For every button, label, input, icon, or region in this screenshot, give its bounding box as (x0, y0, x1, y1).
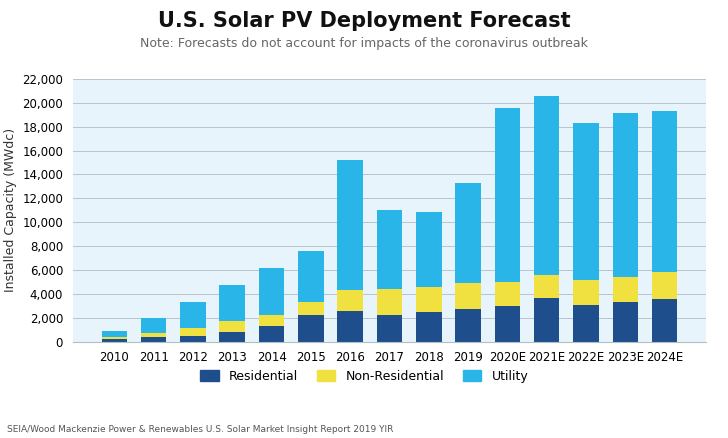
Bar (573, 279, 598, 304)
Bar (534, 96, 559, 276)
Bar (573, 304, 598, 342)
Bar (376, 315, 403, 342)
Text: Note: Forecasts do not account for impacts of the coronavirus outbreak: Note: Forecasts do not account for impac… (140, 37, 588, 50)
Bar (652, 111, 677, 272)
Bar (298, 302, 324, 315)
Bar (573, 123, 598, 279)
Bar (612, 113, 638, 277)
Y-axis label: Installed Capacity (MWdc): Installed Capacity (MWdc) (4, 128, 17, 292)
Bar (258, 268, 285, 315)
Bar (416, 312, 442, 342)
Bar (298, 315, 324, 342)
Bar (141, 337, 167, 342)
Bar (337, 160, 363, 290)
Bar (337, 290, 363, 311)
Bar (455, 309, 481, 342)
Text: SEIA/Wood Mackenzie Power & Renewables U.S. Solar Market Insight Report 2019 YIR: SEIA/Wood Mackenzie Power & Renewables U… (7, 424, 394, 434)
Bar (416, 287, 442, 312)
Bar (181, 336, 206, 342)
Bar (652, 272, 677, 299)
Legend: Residential, Non-Residential, Utility: Residential, Non-Residential, Utility (195, 365, 533, 388)
Bar (181, 302, 206, 328)
Bar (612, 302, 638, 342)
Text: U.S. Solar PV Deployment Forecast: U.S. Solar PV Deployment Forecast (158, 11, 570, 31)
Bar (258, 326, 285, 342)
Bar (455, 183, 481, 283)
Bar (102, 337, 127, 339)
Bar (258, 315, 285, 326)
Bar (376, 289, 403, 315)
Bar (141, 333, 167, 337)
Bar (220, 286, 245, 321)
Bar (612, 277, 638, 302)
Bar (376, 210, 403, 289)
Bar (337, 311, 363, 342)
Bar (220, 332, 245, 342)
Bar (102, 331, 127, 337)
Bar (220, 321, 245, 332)
Bar (494, 306, 521, 342)
Bar (181, 328, 206, 336)
Bar (298, 251, 324, 302)
Bar (534, 298, 559, 342)
Bar (494, 107, 521, 282)
Bar (455, 283, 481, 309)
Bar (102, 339, 127, 342)
Bar (494, 282, 521, 306)
Bar (416, 212, 442, 287)
Bar (534, 276, 559, 298)
Bar (141, 318, 167, 333)
Bar (652, 299, 677, 342)
